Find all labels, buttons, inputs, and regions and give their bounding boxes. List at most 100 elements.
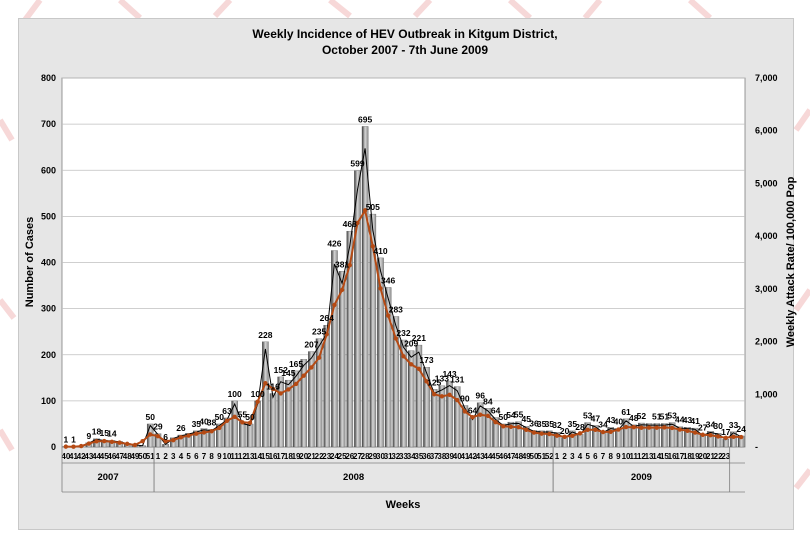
rate-marker: [531, 430, 537, 435]
data-label: 38: [207, 417, 217, 427]
rate-marker: [163, 439, 168, 444]
data-label: 64: [468, 405, 478, 415]
week-tick: 26: [345, 452, 354, 461]
data-label: 1: [63, 435, 68, 445]
week-tick: 23: [322, 452, 331, 461]
week-tick: 45: [100, 452, 109, 461]
data-label: 145: [281, 368, 295, 378]
data-label: 599: [350, 159, 364, 169]
data-label: 125: [427, 377, 441, 387]
rate-marker: [731, 434, 736, 440]
rate-marker: [470, 415, 475, 420]
bar: [216, 423, 223, 448]
rate-marker: [654, 425, 659, 430]
data-label: 52: [637, 411, 647, 421]
data-label: 50: [215, 412, 225, 422]
rate-marker: [132, 442, 138, 448]
data-label: 20: [560, 426, 570, 436]
rate-marker: [370, 244, 376, 249]
week-tick: 43: [84, 452, 93, 461]
rate-marker: [140, 439, 145, 444]
week-tick: 1: [156, 452, 161, 461]
data-label: 232: [396, 328, 410, 338]
week-tick: 10: [223, 452, 232, 461]
data-label: 33: [729, 420, 739, 430]
data-label: 55: [238, 410, 248, 420]
week-tick: 4: [179, 452, 184, 461]
bar: [223, 417, 231, 448]
week-tick: 15: [261, 452, 270, 461]
data-label: 40: [199, 417, 209, 427]
week-tick: 21: [706, 452, 715, 461]
rate-marker: [63, 444, 69, 449]
week-tick: 14: [652, 452, 661, 461]
week-tick: 50: [530, 452, 539, 461]
data-label: 152: [274, 365, 288, 375]
week-tick: 38: [437, 452, 446, 461]
rate-marker: [424, 379, 429, 384]
bar: [300, 359, 308, 448]
bar: [292, 370, 300, 448]
data-label: 35: [568, 419, 578, 429]
rate-marker: [608, 429, 613, 435]
bar: [154, 433, 162, 448]
week-tick: 40: [61, 452, 70, 461]
rate-marker: [439, 394, 445, 399]
week-tick: 2: [163, 452, 168, 461]
week-tick: 4: [578, 452, 583, 461]
data-label: 41: [690, 416, 700, 426]
data-label: 35: [545, 419, 555, 429]
week-tick: 44: [92, 452, 101, 461]
week-tick: 13: [645, 452, 654, 461]
rate-marker: [324, 331, 329, 337]
data-label: 43: [606, 415, 616, 425]
data-label: 131: [450, 375, 464, 385]
data-label: 18: [92, 427, 102, 437]
rate-marker: [186, 433, 191, 438]
bar: [423, 367, 430, 448]
rate-marker: [408, 362, 414, 367]
bar: [185, 433, 192, 448]
x-axis-label: Weeks: [386, 499, 421, 511]
rate-marker: [270, 386, 276, 392]
week-tick: 16: [269, 452, 278, 461]
week-tick: 20: [299, 452, 308, 461]
rate-marker: [516, 424, 521, 430]
data-label: 51: [652, 411, 662, 421]
rate-marker: [677, 427, 682, 432]
y-tick-right: 7,000: [755, 73, 778, 83]
data-label: 50: [146, 412, 156, 422]
rate-marker: [217, 425, 222, 431]
rate-marker: [224, 418, 230, 424]
data-label: 410: [373, 246, 387, 256]
week-tick: 19: [691, 452, 700, 461]
week-tick: 17: [675, 452, 684, 461]
bar: [622, 418, 630, 448]
bar: [346, 230, 354, 448]
y-axis-left-label: Number of Cases: [24, 217, 36, 307]
rate-marker: [316, 355, 322, 360]
rate-marker: [570, 433, 575, 439]
bar: [561, 437, 568, 448]
week-tick: 42: [77, 452, 86, 461]
bar: [507, 421, 515, 448]
rate-marker: [447, 392, 452, 398]
rate-marker: [240, 420, 245, 425]
data-label: 17: [721, 427, 731, 437]
bar: [576, 433, 584, 448]
bar: [630, 424, 638, 448]
week-tick: 50: [138, 452, 147, 461]
week-tick: 51: [537, 452, 546, 461]
week-tick: 44: [483, 452, 492, 461]
data-label: 381: [335, 259, 349, 269]
bar: [645, 423, 653, 448]
rate-marker: [201, 430, 207, 435]
data-label: 235: [312, 327, 326, 337]
rate-marker: [355, 220, 360, 226]
y-tick-left: 0: [51, 442, 56, 452]
bar: [607, 427, 614, 448]
bar: [400, 339, 407, 448]
rate-marker: [393, 336, 399, 341]
week-tick: 24: [330, 452, 339, 461]
